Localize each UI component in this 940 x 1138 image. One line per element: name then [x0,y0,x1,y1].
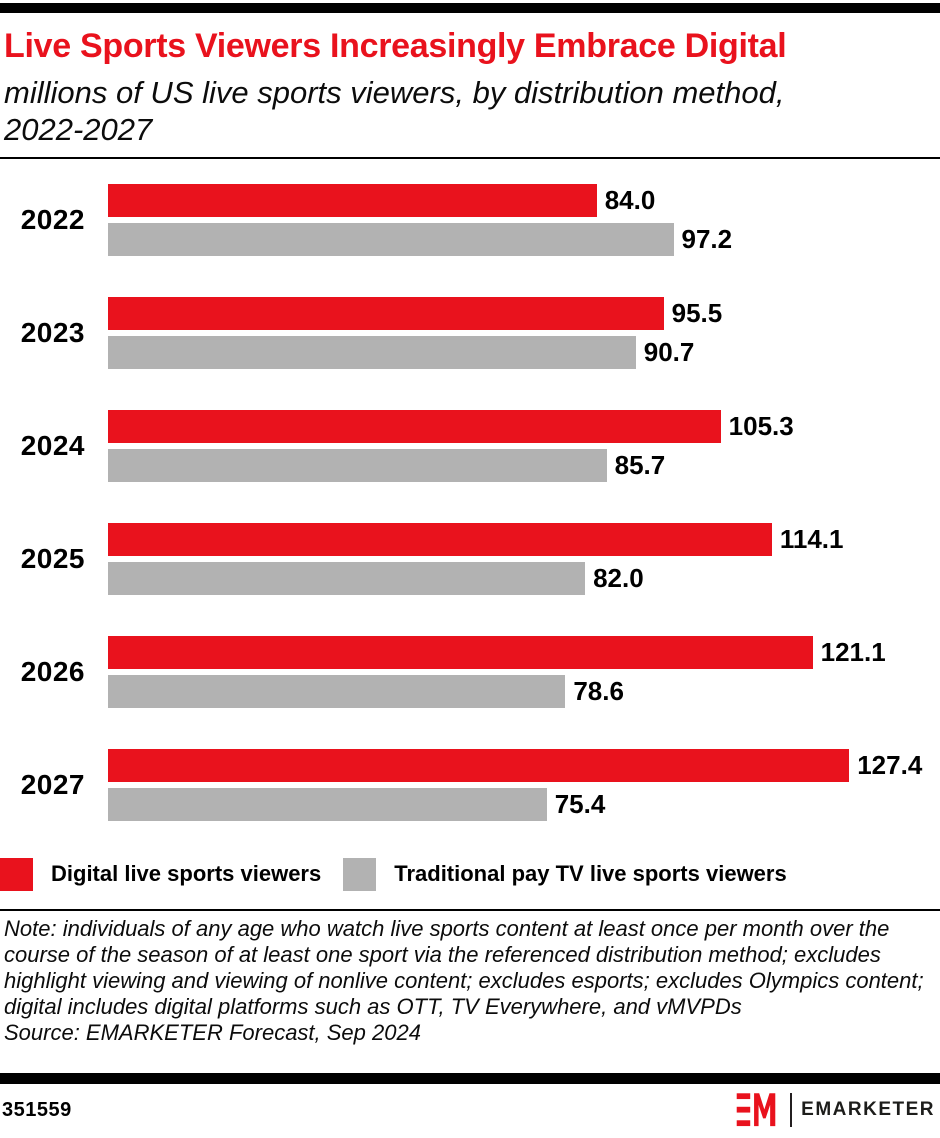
pay-tv-bar [108,222,674,256]
bar-chart: 2022 84.0 97.2 2023 95.5 90.7 2024 [0,159,940,821]
brand-wordmark: EMARKETER [801,1099,935,1120]
pay-tv-bar [108,561,586,595]
pay-tv-value-label: 82.0 [593,562,644,593]
year-label: 2023 [20,316,85,348]
pay-tv-bar [108,787,547,821]
pay-tv-bar-line: 75.4 [108,787,940,821]
note-divider [0,908,940,911]
chart-footer: 351559 EMARKETER [0,1084,940,1138]
digital-bar [108,183,597,217]
pay-tv-bar [108,674,566,708]
year-label: 2026 [20,655,85,687]
bottom-accent-bar [0,1073,940,1084]
pay-tv-value-label: 90.7 [643,336,695,367]
top-accent-bar [0,3,940,13]
year-group: 2026 121.1 78.6 [0,635,940,708]
pay-tv-value-label: 85.7 [614,449,666,480]
digital-legend-swatch [0,857,33,891]
pay-tv-value-label: 75.4 [554,788,606,819]
year-label: 2027 [20,768,85,800]
digital-value-label: 121.1 [820,636,886,667]
bar-pair: 127.4 75.4 [108,748,940,821]
pay-tv-bar-line: 97.2 [108,222,940,256]
chart-legend: Digital live sports viewers Traditional … [0,857,940,891]
digital-value-label: 127.4 [857,749,923,780]
pay-tv-bar [108,335,636,369]
year-group: 2022 84.0 97.2 [0,183,940,256]
digital-bar-line: 105.3 [108,409,940,443]
legend-item-pay-tv: Traditional pay TV live sports viewers [343,857,787,891]
digital-bar [108,748,850,782]
digital-bar-line: 121.1 [108,635,940,669]
year-label: 2022 [20,203,85,235]
year-group: 2024 105.3 85.7 [0,409,940,482]
digital-bar-line: 127.4 [108,748,940,782]
year-label: 2025 [20,542,85,574]
year-group: 2027 127.4 75.4 [0,748,940,821]
digital-value-label: 114.1 [779,523,844,554]
note-text: Note: individuals of any age who watch l… [4,915,924,1019]
digital-bar [108,635,813,669]
chart-title: Live Sports Viewers Increasingly Embrace… [4,27,787,65]
bar-pair: 84.0 97.2 [108,183,940,256]
digital-value-label: 84.0 [604,184,656,215]
year-label: 2024 [20,429,85,461]
chart-id: 351559 [2,1098,72,1121]
year-group: 2025 114.1 82.0 [0,522,940,595]
pay-tv-bar [108,448,607,482]
digital-bar-line: 114.1 [108,522,940,556]
pay-tv-bar-line: 85.7 [108,448,940,482]
bar-pair: 95.5 90.7 [108,296,940,369]
emarketer-logo-icon [736,1093,776,1127]
chart-header: Live Sports Viewers Increasingly Embrace… [0,13,940,148]
bar-pair: 121.1 78.6 [108,635,940,708]
legend-item-digital: Digital live sports viewers [0,857,322,891]
digital-bar-line: 84.0 [108,183,940,217]
logo-divider [790,1093,793,1127]
digital-bar [108,522,772,556]
brand-logo: EMARKETER [730,1092,935,1128]
bar-pair: 114.1 82.0 [108,522,940,595]
digital-value-label: 105.3 [728,410,794,441]
pay-tv-legend-label: Traditional pay TV live sports viewers [394,861,787,886]
digital-bar-line: 95.5 [108,296,940,330]
bar-pair: 105.3 85.7 [108,409,940,482]
pay-tv-legend-swatch [343,857,377,891]
header-divider [0,156,940,159]
pay-tv-value-label: 78.6 [573,675,624,706]
pay-tv-value-label: 97.2 [681,223,733,254]
pay-tv-bar-line: 78.6 [108,674,940,708]
source-text: Source: EMARKETER Forecast, Sep 2024 [4,1019,421,1045]
digital-bar [108,296,664,330]
digital-value-label: 95.5 [671,297,723,328]
year-group: 2023 95.5 90.7 [0,296,940,369]
pay-tv-bar-line: 82.0 [108,561,940,595]
digital-legend-label: Digital live sports viewers [51,861,322,886]
digital-bar [108,409,721,443]
note-block: Note: individuals of any age who watch l… [0,911,940,1046]
pay-tv-bar-line: 90.7 [108,335,940,369]
chart-subtitle: millions of US live sports viewers, by d… [4,74,785,147]
